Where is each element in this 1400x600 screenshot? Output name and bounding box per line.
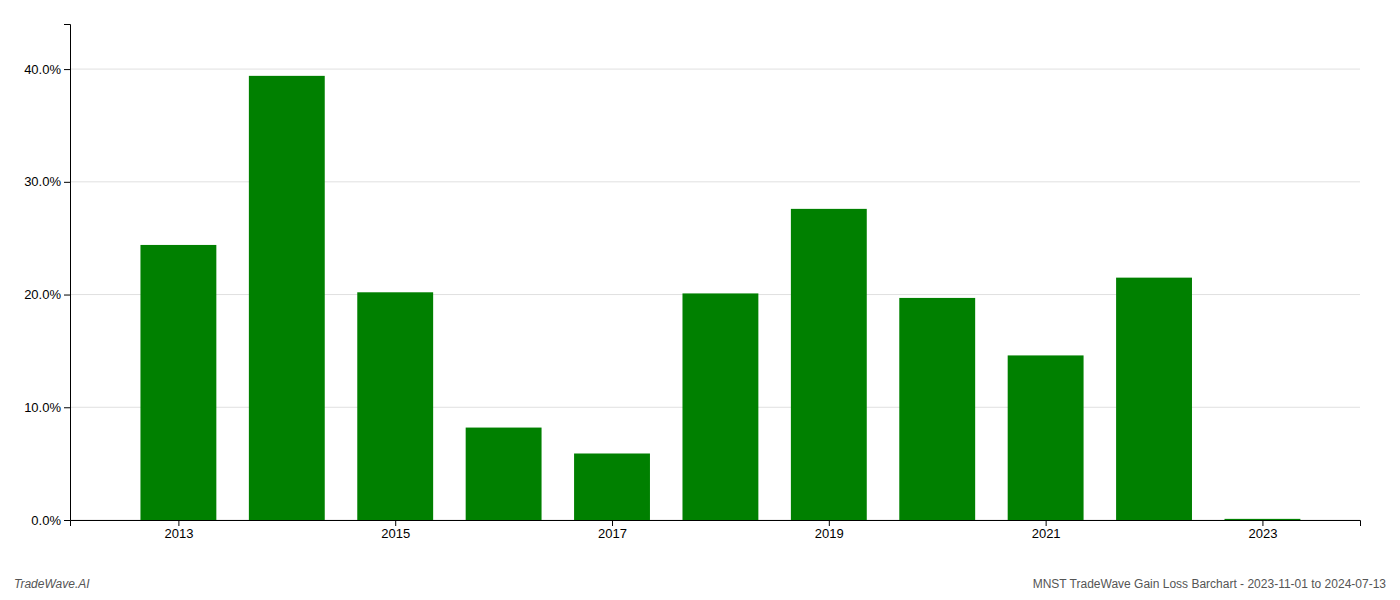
x-tick-label: 2015 <box>381 526 410 541</box>
x-tick-mark <box>612 520 613 526</box>
bar <box>140 245 216 520</box>
y-tick: 10.0% <box>24 400 70 415</box>
x-tick-label: 2023 <box>1248 526 1277 541</box>
bar <box>1008 355 1084 520</box>
footer: TradeWave.AI MNST TradeWave Gain Loss Bar… <box>14 577 1386 591</box>
x-tick: 2015 <box>381 520 410 541</box>
footer-text: TradeWave.AI <box>14 577 90 591</box>
bar <box>791 209 867 520</box>
x-tick: 2021 <box>1032 520 1061 541</box>
x-tick-label: 2019 <box>815 526 844 541</box>
bar <box>249 76 325 520</box>
x-tick: 2023 <box>1248 520 1277 541</box>
y-tick-label: 30.0% <box>24 174 61 189</box>
plot: 2013 2015 2017 2019 2021 2023 0.0% 10.0% 20.0% 30… <box>24 25 1360 542</box>
y-tick: 0.0% <box>31 513 70 528</box>
y-tick-label: 20.0% <box>24 287 61 302</box>
x-tick: 2017 <box>598 520 627 541</box>
y-tick: 40.0% <box>24 62 70 77</box>
chart: 2013 2015 2017 2019 2021 2023 0.0% 10.0% 20.0% 30… <box>0 0 1400 600</box>
bar <box>574 453 650 520</box>
y-tick-mark <box>64 520 70 521</box>
x-tick-mark <box>395 520 396 526</box>
bar <box>1116 278 1192 520</box>
bar <box>466 428 542 520</box>
x-axis-line <box>71 521 1361 527</box>
bar <box>357 292 433 520</box>
x-tick-label: 2013 <box>164 526 193 541</box>
bar <box>682 293 758 520</box>
y-tick-label: 40.0% <box>24 62 61 77</box>
bar <box>1224 519 1300 520</box>
footer-text: MNST TradeWave Gain Loss Barchart - 2023… <box>1033 577 1387 591</box>
y-axis: 0.0% 10.0% 20.0% 30.0% 40.0% <box>24 25 70 528</box>
x-tick: 2013 <box>164 520 193 541</box>
y-tick: 30.0% <box>24 174 70 189</box>
bars <box>140 76 1300 520</box>
x-tick: 2019 <box>815 520 844 541</box>
x-tick-label: 2021 <box>1032 526 1061 541</box>
x-tick-mark <box>829 520 830 526</box>
y-tick-mark <box>64 407 70 408</box>
x-tick-label: 2017 <box>598 526 627 541</box>
x-tick-mark <box>1262 520 1263 526</box>
x-tick-mark <box>1046 520 1047 526</box>
y-tick: 20.0% <box>24 287 70 302</box>
x-tick-mark <box>178 520 179 526</box>
y-axis-line <box>64 25 71 521</box>
y-tick-label: 10.0% <box>24 400 61 415</box>
x-axis: 2013 2015 2017 2019 2021 2023 <box>71 520 1361 541</box>
y-tick-mark <box>64 69 70 70</box>
y-tick-mark <box>64 295 70 296</box>
bar <box>899 298 975 520</box>
y-tick-label: 0.0% <box>31 513 61 528</box>
grid-line <box>70 69 1360 70</box>
grid <box>70 69 1360 520</box>
y-tick-mark <box>64 182 70 183</box>
